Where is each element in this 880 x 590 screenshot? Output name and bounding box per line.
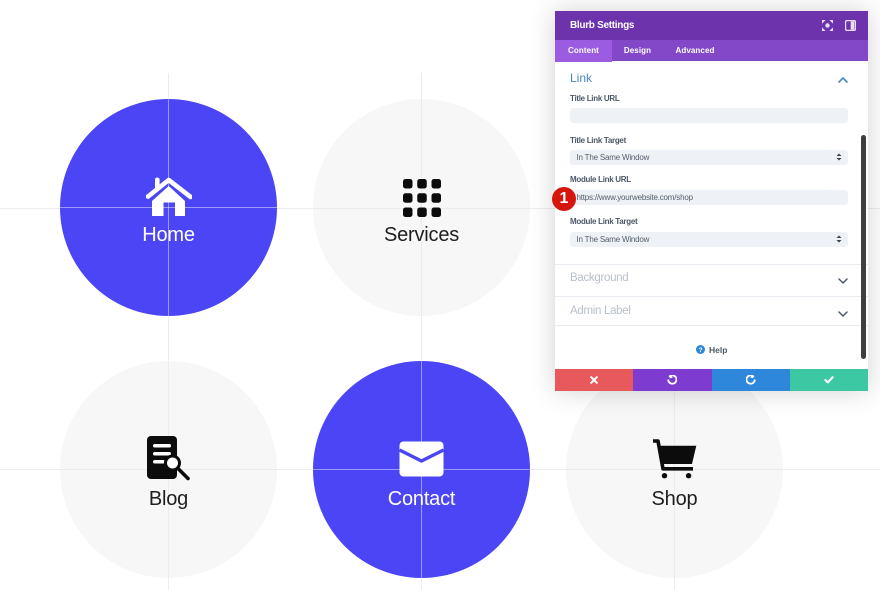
svg-text:?: ?	[698, 347, 702, 354]
